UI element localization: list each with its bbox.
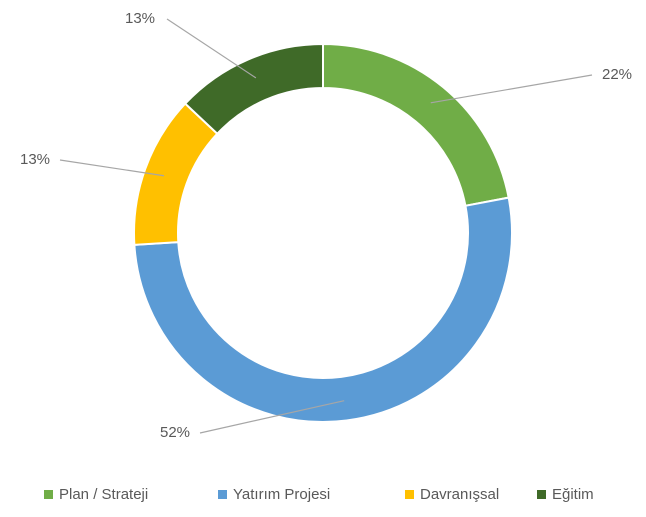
legend-label: Eğitim bbox=[552, 486, 594, 503]
legend-swatch bbox=[405, 490, 414, 499]
leader-line bbox=[199, 400, 345, 434]
legend-label: Plan / Strateji bbox=[59, 486, 148, 503]
leader-line bbox=[59, 159, 165, 177]
leader-line bbox=[166, 18, 257, 79]
legend-label: Yatırım Projesi bbox=[233, 486, 330, 503]
donut-slice bbox=[133, 196, 513, 424]
donut-slice bbox=[322, 42, 510, 207]
legend-swatch bbox=[537, 490, 546, 499]
data-label: 22% bbox=[602, 66, 632, 83]
legend-swatch bbox=[44, 490, 53, 499]
data-label: 13% bbox=[125, 10, 155, 27]
legend-swatch bbox=[218, 490, 227, 499]
leader-line bbox=[430, 74, 593, 104]
donut-slice bbox=[183, 42, 324, 136]
data-label: 52% bbox=[160, 424, 190, 441]
legend-label: Davranışsal bbox=[420, 486, 499, 503]
data-label: 13% bbox=[20, 151, 50, 168]
donut-slice bbox=[133, 102, 219, 246]
